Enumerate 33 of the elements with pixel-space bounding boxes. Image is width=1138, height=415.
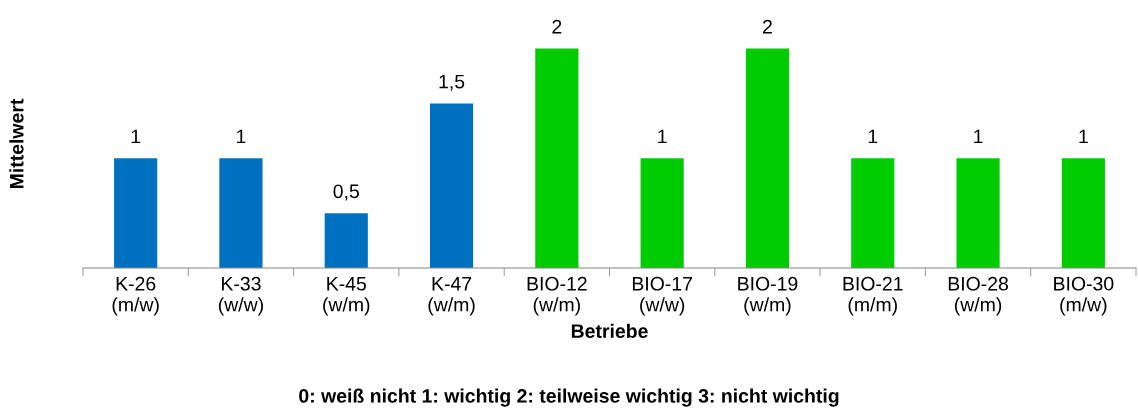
- x-tick-label: K-26 (m/w): [112, 276, 159, 316]
- bar: [956, 158, 1000, 268]
- data-label: 1: [868, 129, 878, 144]
- data-label: 1: [1079, 129, 1088, 144]
- bar: [1061, 158, 1105, 268]
- bar: [429, 103, 474, 268]
- x-tick-label: BIO-12 (w/m): [527, 276, 587, 316]
- x-tick-label: BIO-21 (m/m): [843, 276, 903, 316]
- bar: [114, 158, 158, 268]
- bar: [745, 48, 790, 268]
- bar: [851, 158, 895, 268]
- bar: [535, 48, 579, 268]
- data-label: 1,5: [439, 74, 465, 91]
- data-label: 0,5: [333, 184, 359, 201]
- text: 0: weiß nicht 1: wichtig 2: teilweise wichtig 3: nicht wichtig: [299, 388, 839, 407]
- x-tick-label: K-47 (w/m): [428, 277, 475, 316]
- bar: [219, 158, 263, 268]
- bar: [324, 213, 368, 268]
- data-label: 1: [658, 129, 667, 144]
- x-tick-label: BIO-28 (w/m): [948, 276, 1009, 316]
- data-label: 1: [237, 129, 246, 144]
- data-label: 1: [131, 129, 141, 144]
- x-tick-label: BIO-30 (m/w): [1054, 276, 1114, 316]
- x-axis-title: Betriebe: [571, 323, 648, 339]
- data-label: 2: [763, 19, 772, 34]
- data-label: 1: [974, 129, 983, 144]
- bar: [640, 158, 684, 268]
- x-tick-label: BIO-17 (w/w): [632, 276, 692, 316]
- x-tick-label: K-45 (w/m): [323, 277, 370, 316]
- x-tick-label: K-33 (w/w): [218, 276, 263, 316]
- y-axis-title: Mittelwert: [9, 98, 24, 189]
- x-tick-label: BIO-19 (w/m): [738, 276, 798, 316]
- data-label: 2: [552, 19, 562, 34]
